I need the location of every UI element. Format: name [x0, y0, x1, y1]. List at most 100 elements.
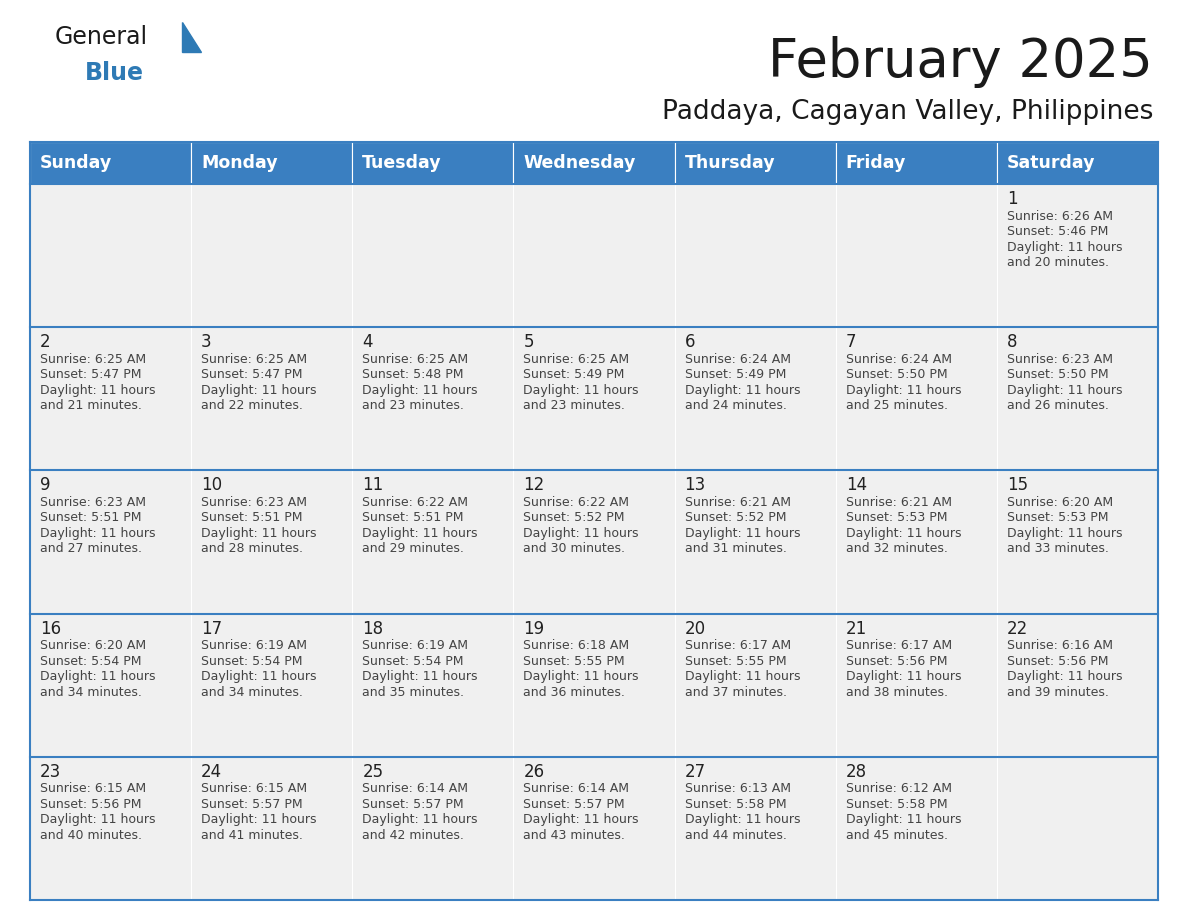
- Text: 25: 25: [362, 763, 384, 781]
- Text: 18: 18: [362, 620, 384, 638]
- Bar: [353, 613, 513, 756]
- Text: Sunrise: 6:23 AM: Sunrise: 6:23 AM: [201, 496, 308, 509]
- Text: 11: 11: [362, 476, 384, 495]
- Bar: [997, 142, 1158, 184]
- Text: Sunrise: 6:21 AM: Sunrise: 6:21 AM: [684, 496, 790, 509]
- Text: and 33 minutes.: and 33 minutes.: [1007, 543, 1108, 555]
- Text: Sunrise: 6:25 AM: Sunrise: 6:25 AM: [524, 353, 630, 365]
- Text: Daylight: 11 hours: Daylight: 11 hours: [201, 384, 317, 397]
- Text: Sunset: 5:57 PM: Sunset: 5:57 PM: [524, 798, 625, 811]
- Text: Sunrise: 6:21 AM: Sunrise: 6:21 AM: [846, 496, 952, 509]
- Text: Sunrise: 6:16 AM: Sunrise: 6:16 AM: [1007, 639, 1113, 652]
- Bar: [835, 142, 997, 184]
- Text: Sunset: 5:54 PM: Sunset: 5:54 PM: [40, 655, 141, 667]
- Text: Sunrise: 6:18 AM: Sunrise: 6:18 AM: [524, 639, 630, 652]
- Text: 12: 12: [524, 476, 544, 495]
- Bar: [675, 756, 835, 900]
- Bar: [191, 142, 353, 184]
- Bar: [997, 613, 1158, 756]
- Text: Daylight: 11 hours: Daylight: 11 hours: [362, 527, 478, 540]
- Text: Sunrise: 6:26 AM: Sunrise: 6:26 AM: [1007, 209, 1113, 222]
- Text: Sunrise: 6:25 AM: Sunrise: 6:25 AM: [201, 353, 308, 365]
- Text: Sunrise: 6:23 AM: Sunrise: 6:23 AM: [40, 496, 146, 509]
- Text: 27: 27: [684, 763, 706, 781]
- Text: and 37 minutes.: and 37 minutes.: [684, 686, 786, 699]
- Text: Sunrise: 6:13 AM: Sunrise: 6:13 AM: [684, 782, 790, 795]
- Bar: [513, 184, 675, 327]
- Bar: [30, 756, 191, 900]
- Text: 1: 1: [1007, 190, 1017, 208]
- Text: Sunset: 5:49 PM: Sunset: 5:49 PM: [684, 368, 786, 381]
- Text: Daylight: 11 hours: Daylight: 11 hours: [1007, 670, 1123, 683]
- Text: 16: 16: [40, 620, 61, 638]
- Text: General: General: [55, 25, 148, 49]
- Text: Sunset: 5:47 PM: Sunset: 5:47 PM: [40, 368, 141, 381]
- Text: Sunset: 5:51 PM: Sunset: 5:51 PM: [362, 511, 463, 524]
- Bar: [835, 470, 997, 613]
- Bar: [191, 184, 353, 327]
- Bar: [513, 327, 675, 470]
- Text: Friday: Friday: [846, 154, 906, 172]
- Text: Sunrise: 6:19 AM: Sunrise: 6:19 AM: [201, 639, 308, 652]
- Text: Sunset: 5:56 PM: Sunset: 5:56 PM: [846, 655, 947, 667]
- Text: Daylight: 11 hours: Daylight: 11 hours: [846, 527, 961, 540]
- Text: Daylight: 11 hours: Daylight: 11 hours: [362, 670, 478, 683]
- Text: 13: 13: [684, 476, 706, 495]
- Text: Sunset: 5:47 PM: Sunset: 5:47 PM: [201, 368, 303, 381]
- Text: Sunset: 5:53 PM: Sunset: 5:53 PM: [1007, 511, 1108, 524]
- Text: Sunrise: 6:22 AM: Sunrise: 6:22 AM: [524, 496, 630, 509]
- Text: Saturday: Saturday: [1007, 154, 1095, 172]
- Text: Sunset: 5:57 PM: Sunset: 5:57 PM: [362, 798, 463, 811]
- Text: Sunrise: 6:14 AM: Sunrise: 6:14 AM: [362, 782, 468, 795]
- Text: 7: 7: [846, 333, 857, 352]
- Text: and 32 minutes.: and 32 minutes.: [846, 543, 948, 555]
- Text: Blue: Blue: [86, 61, 144, 85]
- Bar: [30, 327, 191, 470]
- Text: and 31 minutes.: and 31 minutes.: [684, 543, 786, 555]
- Bar: [191, 327, 353, 470]
- Text: Daylight: 11 hours: Daylight: 11 hours: [1007, 241, 1123, 253]
- Text: and 30 minutes.: and 30 minutes.: [524, 543, 625, 555]
- Text: Sunrise: 6:20 AM: Sunrise: 6:20 AM: [40, 639, 146, 652]
- Bar: [675, 142, 835, 184]
- Bar: [513, 470, 675, 613]
- Text: and 35 minutes.: and 35 minutes.: [362, 686, 465, 699]
- Bar: [997, 470, 1158, 613]
- Text: Daylight: 11 hours: Daylight: 11 hours: [846, 384, 961, 397]
- Text: Paddaya, Cagayan Valley, Philippines: Paddaya, Cagayan Valley, Philippines: [662, 99, 1154, 125]
- Text: 28: 28: [846, 763, 867, 781]
- Text: Sunrise: 6:17 AM: Sunrise: 6:17 AM: [846, 639, 952, 652]
- Text: Daylight: 11 hours: Daylight: 11 hours: [201, 527, 317, 540]
- Text: and 26 minutes.: and 26 minutes.: [1007, 399, 1108, 412]
- Text: Sunset: 5:56 PM: Sunset: 5:56 PM: [40, 798, 141, 811]
- Text: and 27 minutes.: and 27 minutes.: [40, 543, 143, 555]
- Bar: [675, 327, 835, 470]
- Text: Daylight: 11 hours: Daylight: 11 hours: [684, 527, 800, 540]
- Bar: [30, 184, 191, 327]
- Bar: [191, 756, 353, 900]
- Text: Sunset: 5:55 PM: Sunset: 5:55 PM: [524, 655, 625, 667]
- Text: 14: 14: [846, 476, 867, 495]
- Text: Daylight: 11 hours: Daylight: 11 hours: [684, 813, 800, 826]
- Bar: [353, 470, 513, 613]
- Text: Wednesday: Wednesday: [524, 154, 636, 172]
- Text: and 28 minutes.: and 28 minutes.: [201, 543, 303, 555]
- Bar: [353, 327, 513, 470]
- Text: 15: 15: [1007, 476, 1028, 495]
- Text: Daylight: 11 hours: Daylight: 11 hours: [846, 813, 961, 826]
- Bar: [675, 613, 835, 756]
- Text: 21: 21: [846, 620, 867, 638]
- Text: 19: 19: [524, 620, 544, 638]
- Bar: [30, 470, 191, 613]
- Text: Sunset: 5:48 PM: Sunset: 5:48 PM: [362, 368, 463, 381]
- Text: and 36 minutes.: and 36 minutes.: [524, 686, 625, 699]
- Bar: [997, 756, 1158, 900]
- Text: Sunset: 5:49 PM: Sunset: 5:49 PM: [524, 368, 625, 381]
- Text: Sunrise: 6:20 AM: Sunrise: 6:20 AM: [1007, 496, 1113, 509]
- Text: Sunset: 5:52 PM: Sunset: 5:52 PM: [684, 511, 786, 524]
- Text: Sunset: 5:52 PM: Sunset: 5:52 PM: [524, 511, 625, 524]
- Text: and 42 minutes.: and 42 minutes.: [362, 829, 465, 842]
- Text: Sunrise: 6:14 AM: Sunrise: 6:14 AM: [524, 782, 630, 795]
- Bar: [353, 142, 513, 184]
- Text: Sunset: 5:55 PM: Sunset: 5:55 PM: [684, 655, 786, 667]
